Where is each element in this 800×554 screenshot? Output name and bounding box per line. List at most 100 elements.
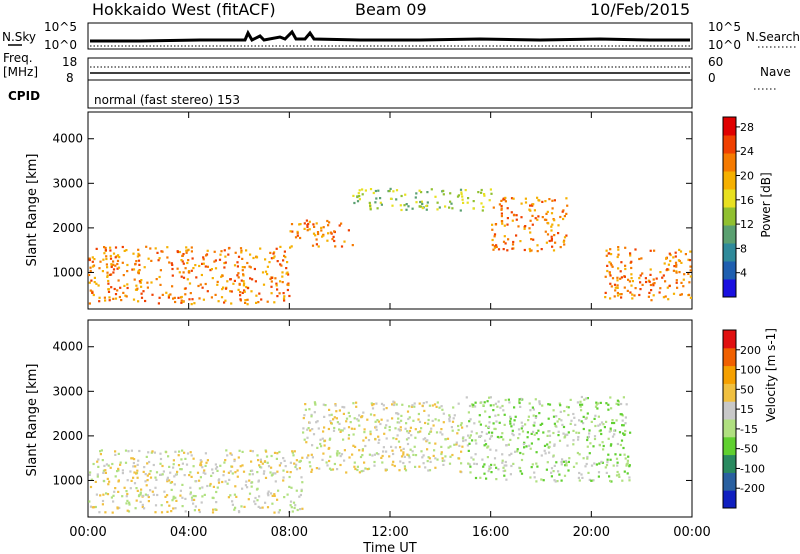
echo-cell xyxy=(532,414,535,417)
echo-cell xyxy=(126,263,129,267)
echo-cell xyxy=(146,286,149,289)
echo-cell xyxy=(121,261,124,264)
echo-cell xyxy=(435,405,438,408)
echo-cell xyxy=(405,438,409,441)
echo-cell xyxy=(106,266,109,269)
echo-cell xyxy=(206,484,209,488)
echo-cell xyxy=(501,222,504,225)
echo-cell xyxy=(188,271,191,274)
echo-cell xyxy=(126,509,129,512)
echo-cell xyxy=(237,255,241,258)
echo-cell xyxy=(308,408,311,411)
echo-cell xyxy=(170,488,173,491)
echo-cell xyxy=(576,451,579,455)
echo-cell xyxy=(605,420,608,423)
echo-cell xyxy=(198,264,201,268)
echo-cell xyxy=(511,247,514,250)
echo-cell xyxy=(603,426,606,429)
echo-cell xyxy=(469,471,472,474)
echo-cell xyxy=(493,245,496,248)
echo-cell xyxy=(359,455,363,459)
echo-cell xyxy=(109,257,113,260)
echo-cell xyxy=(296,234,299,237)
echo-cell xyxy=(157,259,160,262)
echo-cell xyxy=(249,277,252,280)
echo-cell xyxy=(349,421,352,424)
echo-cell xyxy=(552,415,556,418)
echo-cell xyxy=(515,218,518,221)
echo-cell xyxy=(119,461,122,464)
echo-cell xyxy=(543,449,546,452)
echo-cell xyxy=(397,440,401,443)
echo-cell xyxy=(484,410,487,413)
echo-cell xyxy=(221,274,224,277)
echo-cell xyxy=(546,443,549,446)
echo-cell xyxy=(177,454,180,457)
echo-cell xyxy=(417,431,420,434)
echo-cell xyxy=(679,293,682,296)
echo-cell xyxy=(540,454,543,457)
echo-cell xyxy=(604,291,607,294)
echo-cell xyxy=(520,472,524,475)
echo-cell xyxy=(548,445,551,448)
echo-cell xyxy=(311,444,314,447)
colorbar-tick-label: 50 xyxy=(740,383,754,396)
echo-cell xyxy=(293,462,296,465)
echo-cell xyxy=(473,422,476,425)
echo-cell xyxy=(216,486,219,489)
echo-cell xyxy=(190,496,194,499)
echo-cell xyxy=(473,462,476,465)
echo-cell xyxy=(281,275,284,278)
echo-cell xyxy=(295,468,299,471)
echo-cell xyxy=(256,499,259,502)
echo-cell xyxy=(270,276,274,279)
echo-cell xyxy=(605,402,608,405)
nave-label: Nave xyxy=(760,65,791,79)
echo-cell xyxy=(675,271,678,274)
echo-cell xyxy=(512,462,515,465)
echo-cell xyxy=(210,268,213,271)
echo-cell xyxy=(89,266,92,269)
echo-cell xyxy=(644,277,647,280)
echo-cell xyxy=(430,427,433,430)
echo-cell xyxy=(578,471,581,475)
echo-cell xyxy=(303,227,306,230)
echo-cell xyxy=(614,453,617,456)
echo-cell xyxy=(356,195,359,199)
colorbar-tick-label: -100 xyxy=(740,462,765,475)
echo-cell xyxy=(520,427,523,430)
echo-cell xyxy=(316,420,319,423)
echo-cell xyxy=(237,276,240,279)
echo-cell xyxy=(289,246,292,249)
echo-cell xyxy=(639,281,642,284)
echo-cell xyxy=(580,473,583,476)
echo-cell xyxy=(617,403,620,406)
echo-cell xyxy=(624,429,627,433)
echo-cell xyxy=(114,453,117,456)
echo-cell xyxy=(272,256,275,260)
echo-cell xyxy=(442,193,445,196)
echo-cell xyxy=(509,438,512,441)
echo-cell xyxy=(185,251,188,254)
echo-cell xyxy=(101,270,104,273)
echo-cell xyxy=(440,428,443,431)
echo-cell xyxy=(553,219,556,222)
echo-cell xyxy=(510,211,513,214)
echo-cell xyxy=(668,284,671,288)
echo-cell xyxy=(659,287,662,290)
echo-cell xyxy=(266,461,269,464)
echo-cell xyxy=(353,461,356,464)
echo-cell xyxy=(425,204,428,208)
echo-cell xyxy=(170,262,173,265)
echo-cell xyxy=(345,471,348,474)
colorbar-segment xyxy=(723,261,736,280)
echo-cell xyxy=(306,224,309,227)
echo-cell xyxy=(586,455,589,459)
echo-cell xyxy=(523,446,526,449)
echo-cell xyxy=(616,284,619,287)
echo-cell xyxy=(353,465,356,468)
echo-cell xyxy=(296,230,299,233)
echo-cell xyxy=(182,271,185,274)
echo-cell xyxy=(437,419,440,422)
echo-cell xyxy=(369,430,372,433)
